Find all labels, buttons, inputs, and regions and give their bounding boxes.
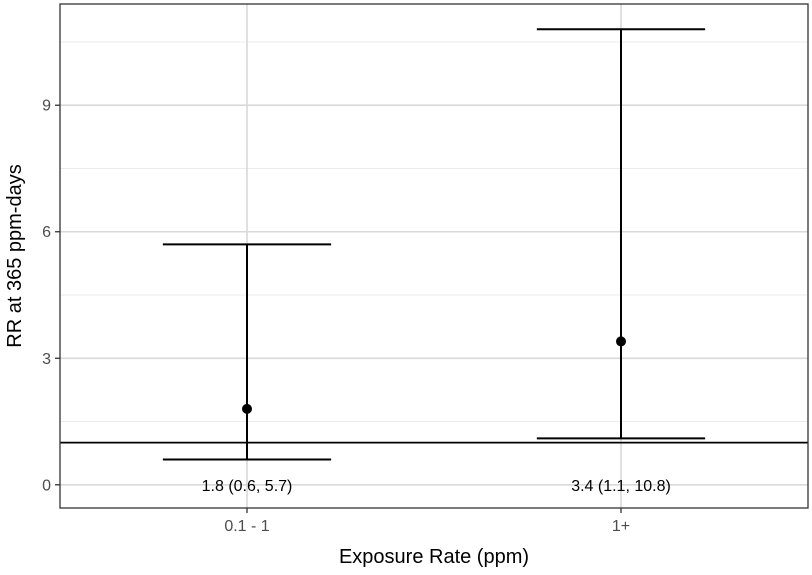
x-axis-ticks: 0.1 - 1 1+ — [224, 508, 630, 535]
y-axis-title: RR at 365 ppm-days — [4, 164, 26, 347]
data-label: 1.8 (0.6, 5.7) — [202, 478, 293, 495]
y-tick-label: 9 — [42, 98, 51, 115]
y-tick-label: 6 — [42, 224, 51, 241]
points — [242, 336, 626, 414]
data-labels: 1.8 (0.6, 5.7) 3.4 (1.1, 10.8) — [202, 478, 671, 495]
panel-border — [59, 3, 809, 509]
major-gridlines — [60, 4, 808, 508]
y-axis-ticks: 0 3 6 9 — [42, 98, 60, 494]
y-tick-label: 0 — [42, 477, 51, 494]
minor-gridlines — [60, 41, 808, 423]
x-axis-title: Exposure Rate (ppm) — [339, 546, 529, 568]
y-tick-label: 3 — [42, 351, 51, 368]
x-tick-label: 1+ — [612, 518, 630, 535]
error-bars — [162, 28, 706, 461]
x-tick-label: 0.1 - 1 — [224, 518, 269, 535]
data-label: 3.4 (1.1, 10.8) — [571, 478, 671, 495]
point-estimate — [616, 336, 626, 347]
point-estimate — [242, 403, 252, 414]
